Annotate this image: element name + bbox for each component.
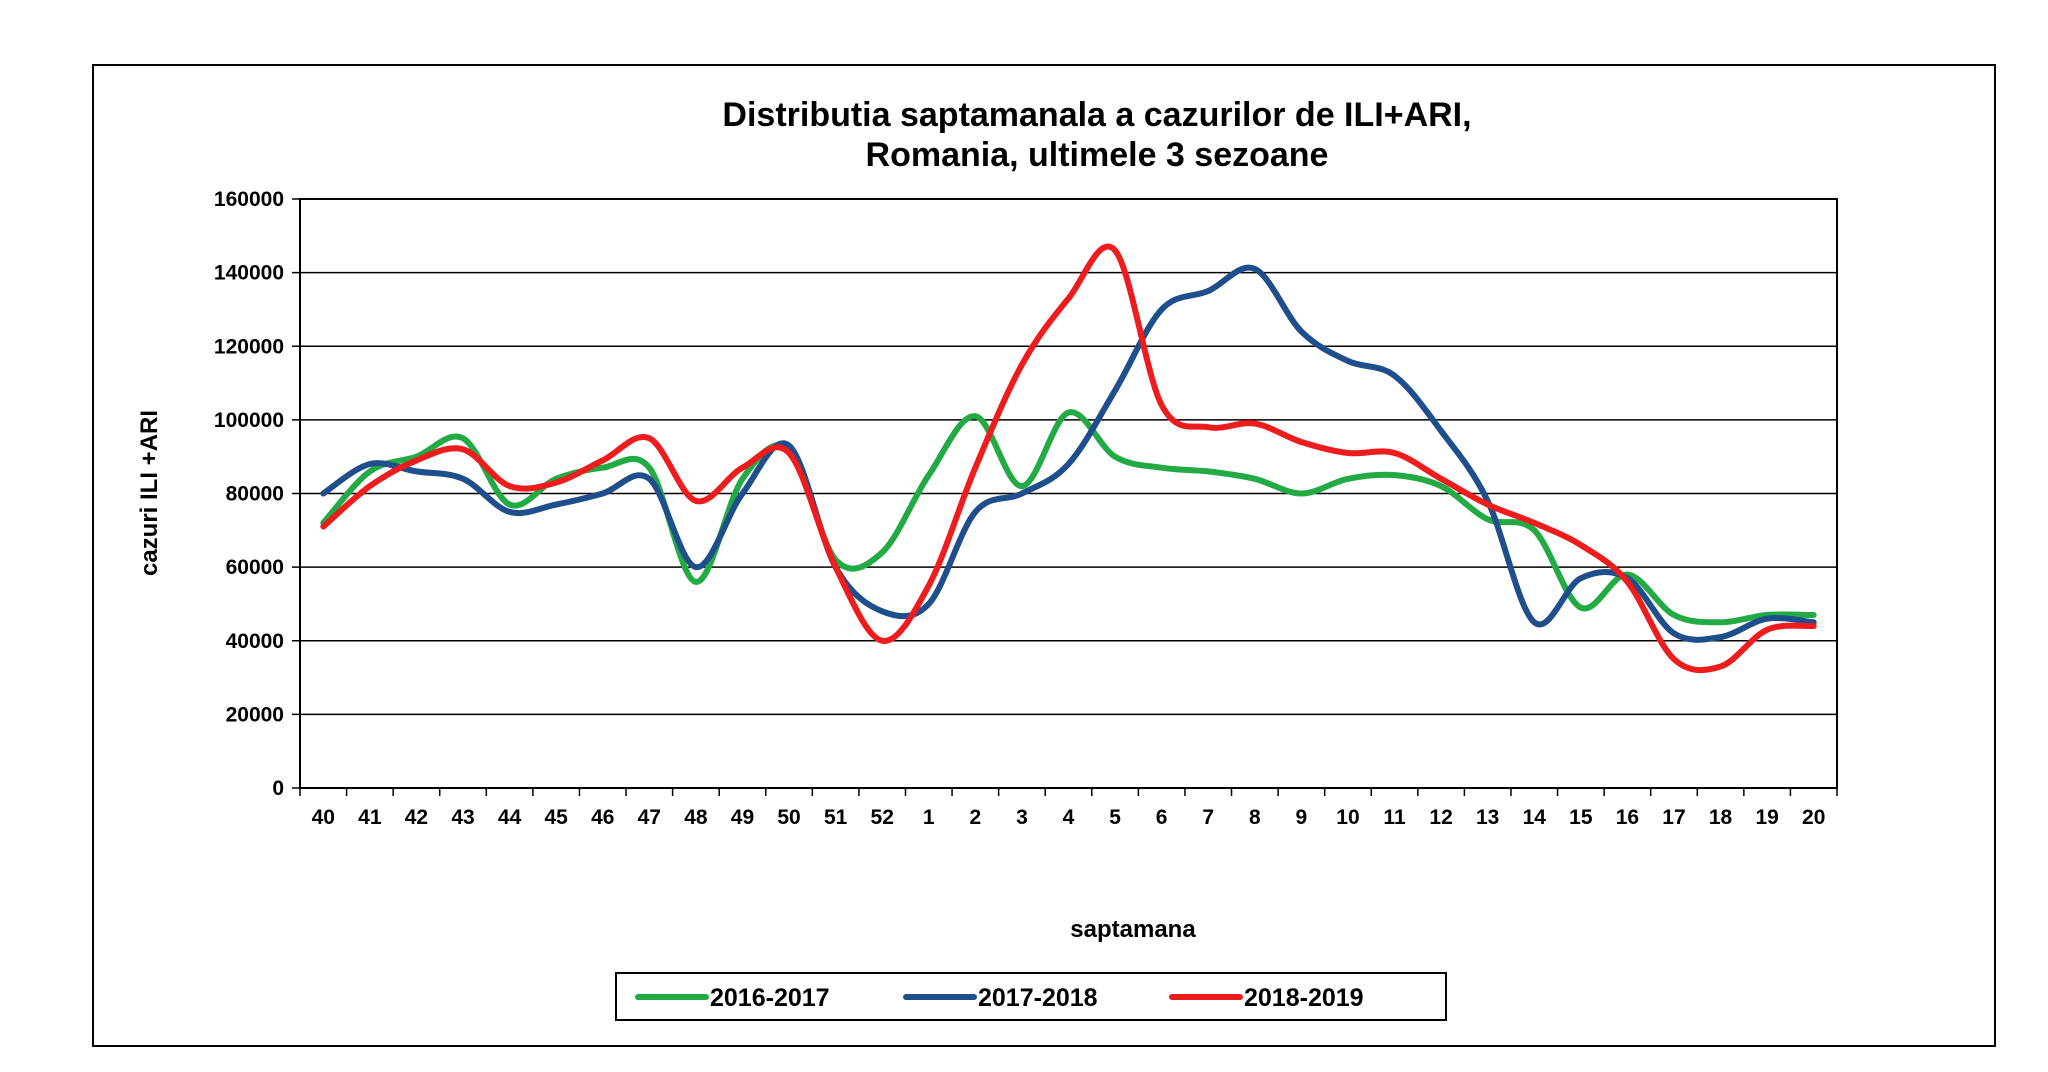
y-tick-label: 100000 [214,409,284,432]
x-tick-label: 8 [1249,806,1261,829]
y-axis-label: cazuri ILI +ARI [136,410,163,576]
x-tick-label: 43 [451,806,474,829]
y-tick-label: 140000 [214,262,284,285]
legend-box [615,972,1447,1021]
series-line-2016-2017 [320,409,1817,626]
x-tick-label: 18 [1709,806,1733,829]
x-tick-label: 4 [1063,806,1075,829]
x-tick-label: 47 [638,806,661,829]
x-tick-label: 7 [1202,806,1214,829]
y-tick-label: 80000 [226,483,284,506]
y-tick-labels: 0 20000 40000 60000 80000 100000 120000 140000 1… [214,188,284,800]
x-tick-label: 20 [1802,806,1825,829]
series-line-2018-2019 [320,243,1817,674]
x-tick-label: 49 [731,806,754,829]
x-tick-label: 48 [684,806,708,829]
legend-label-2016-2017: 2016-2017 [710,984,830,1012]
plot-area-border [299,198,1838,789]
chart-title-line-1: Distributia saptamanala a cazurilor de I… [722,96,1471,134]
y-tick-label: 20000 [226,703,284,726]
y-tick-label: 120000 [214,335,284,358]
legend: 2016-2017 2017-2018 2018-2019 [615,972,1447,1021]
series-line-2017-2018 [320,264,1817,643]
y-tick-label: 40000 [226,630,284,653]
y-tick-label: 0 [272,777,284,800]
x-tick-label: 12 [1429,806,1452,829]
series-lines [320,243,1817,674]
x-tick-label: 44 [498,806,522,829]
chart-title-line-2: Romania, ultimele 3 sezoane [866,136,1329,174]
chart-frame: Distributia saptamanala a cazurilor de I… [92,64,1996,1047]
x-tick-label: 42 [405,806,428,829]
x-tick-label: 6 [1156,806,1168,829]
x-tick-label: 3 [1016,806,1028,829]
x-tick-label: 52 [871,806,894,829]
y-tick-label: 60000 [226,556,284,579]
x-axis-label: saptamana [1070,916,1196,943]
x-tick-label: 45 [544,806,568,829]
x-tick-label: 46 [591,806,614,829]
legend-label-2018-2019: 2018-2019 [1244,984,1364,1012]
y-tick-label: 160000 [214,188,284,211]
x-tick-label: 16 [1616,806,1639,829]
x-tick-label: 14 [1523,806,1547,829]
x-tick-label: 50 [777,806,800,829]
x-tick-label: 2 [970,806,982,829]
x-tick-label: 10 [1336,806,1359,829]
x-tick-label: 11 [1383,806,1406,829]
legend-label-2017-2018: 2017-2018 [978,984,1098,1012]
x-tick-label: 15 [1569,806,1593,829]
x-tick-label: 5 [1109,806,1121,829]
x-tick-labels: 40 41 42 43 44 45 46 47 48 49 50 51 52 1 2 3 4 5 6 7 8 9 10 11 1… [312,806,1826,829]
x-tick-label: 1 [923,806,935,829]
x-tick-label: 17 [1662,806,1685,829]
gridlines [292,198,1838,796]
x-tick-label: 51 [824,806,848,829]
x-tick-label: 41 [358,806,382,829]
x-tick-label: 19 [1755,806,1778,829]
x-tick-label: 9 [1296,806,1308,829]
x-tick-label: 40 [312,806,335,829]
chart-svg: Distributia saptamanala a cazurilor de I… [136,96,1838,1021]
x-tick-label: 13 [1476,806,1499,829]
